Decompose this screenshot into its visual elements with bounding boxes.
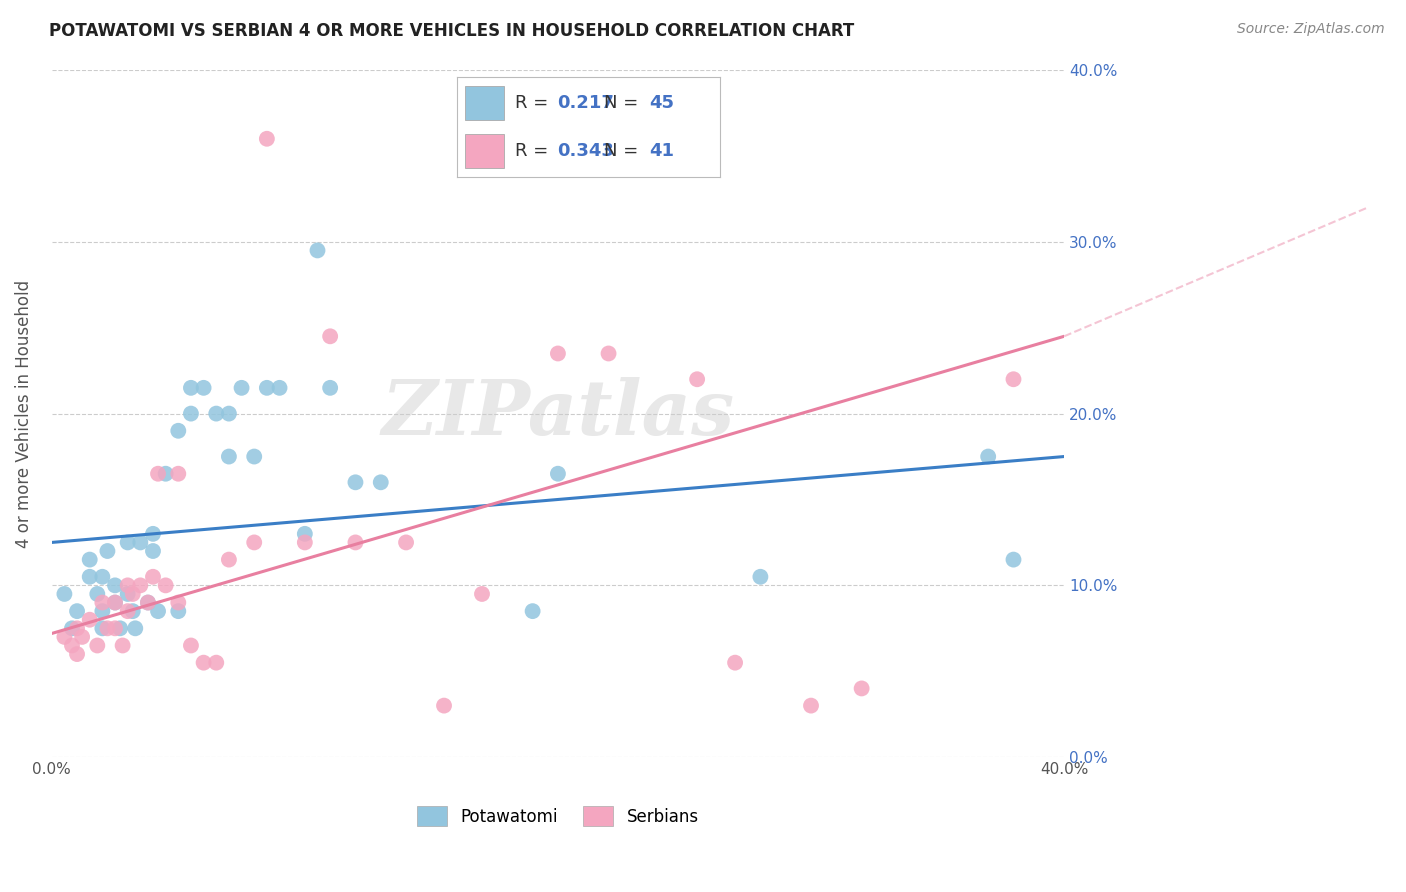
Point [79,570,101,584]
Point [243,450,266,464]
Point [91,570,114,584]
Point [96,544,118,558]
Point [256,132,278,146]
Point [319,381,342,395]
Point [471,587,494,601]
Point [686,372,709,386]
Point [294,535,316,549]
Point [977,450,1000,464]
Point [129,535,152,549]
Point [91,596,114,610]
Point [218,552,240,566]
Point [205,407,228,421]
Point [256,381,278,395]
Point [344,535,367,549]
Point [167,604,190,618]
Point [395,535,418,549]
Point [108,621,131,635]
Point [370,475,392,490]
Point [91,621,114,635]
Point [307,244,329,258]
Point [344,475,367,490]
Point [146,467,169,481]
Point [136,596,159,610]
Point [117,604,139,618]
Point [800,698,823,713]
Point [1002,552,1025,566]
Point [547,346,569,360]
Point [319,329,342,343]
Point [155,578,177,592]
Point [193,656,215,670]
Point [598,346,620,360]
Point [142,526,165,541]
Point [193,381,215,395]
Text: POTAWATOMI VS SERBIAN 4 OR MORE VEHICLES IN HOUSEHOLD CORRELATION CHART: POTAWATOMI VS SERBIAN 4 OR MORE VEHICLES… [49,22,855,40]
Point [167,467,190,481]
Point [547,467,569,481]
Point [231,381,253,395]
Text: ZIPatlas: ZIPatlas [381,376,734,450]
Point [91,604,114,618]
Legend: Potawatomi, Serbians: Potawatomi, Serbians [411,800,706,832]
Point [142,544,165,558]
Point [218,450,240,464]
Point [117,578,139,592]
Point [180,639,202,653]
Point [86,587,108,601]
Point [104,596,127,610]
Point [749,570,772,584]
Text: Source: ZipAtlas.com: Source: ZipAtlas.com [1237,22,1385,37]
Point [180,381,202,395]
Point [104,578,127,592]
Point [121,604,143,618]
Point [136,596,159,610]
Point [167,596,190,610]
Point [155,467,177,481]
Point [243,535,266,549]
Point [79,552,101,566]
Point [433,698,456,713]
Point [79,613,101,627]
Y-axis label: 4 or more Vehicles in Household: 4 or more Vehicles in Household [15,279,32,548]
Point [269,381,291,395]
Point [117,535,139,549]
Point [104,596,127,610]
Point [522,604,544,618]
Point [53,630,76,644]
Point [1002,372,1025,386]
Point [86,639,108,653]
Point [294,526,316,541]
Point [142,570,165,584]
Point [70,630,93,644]
Point [66,621,89,635]
Point [60,639,83,653]
Point [180,407,202,421]
Point [851,681,873,696]
Point [60,621,83,635]
Point [117,587,139,601]
Point [66,647,89,661]
Point [218,407,240,421]
Point [53,587,76,601]
Point [124,621,146,635]
Point [167,424,190,438]
Point [96,621,118,635]
Point [111,639,134,653]
Point [129,578,152,592]
Point [146,604,169,618]
Point [121,587,143,601]
Point [104,621,127,635]
Point [205,656,228,670]
Point [66,604,89,618]
Point [724,656,747,670]
